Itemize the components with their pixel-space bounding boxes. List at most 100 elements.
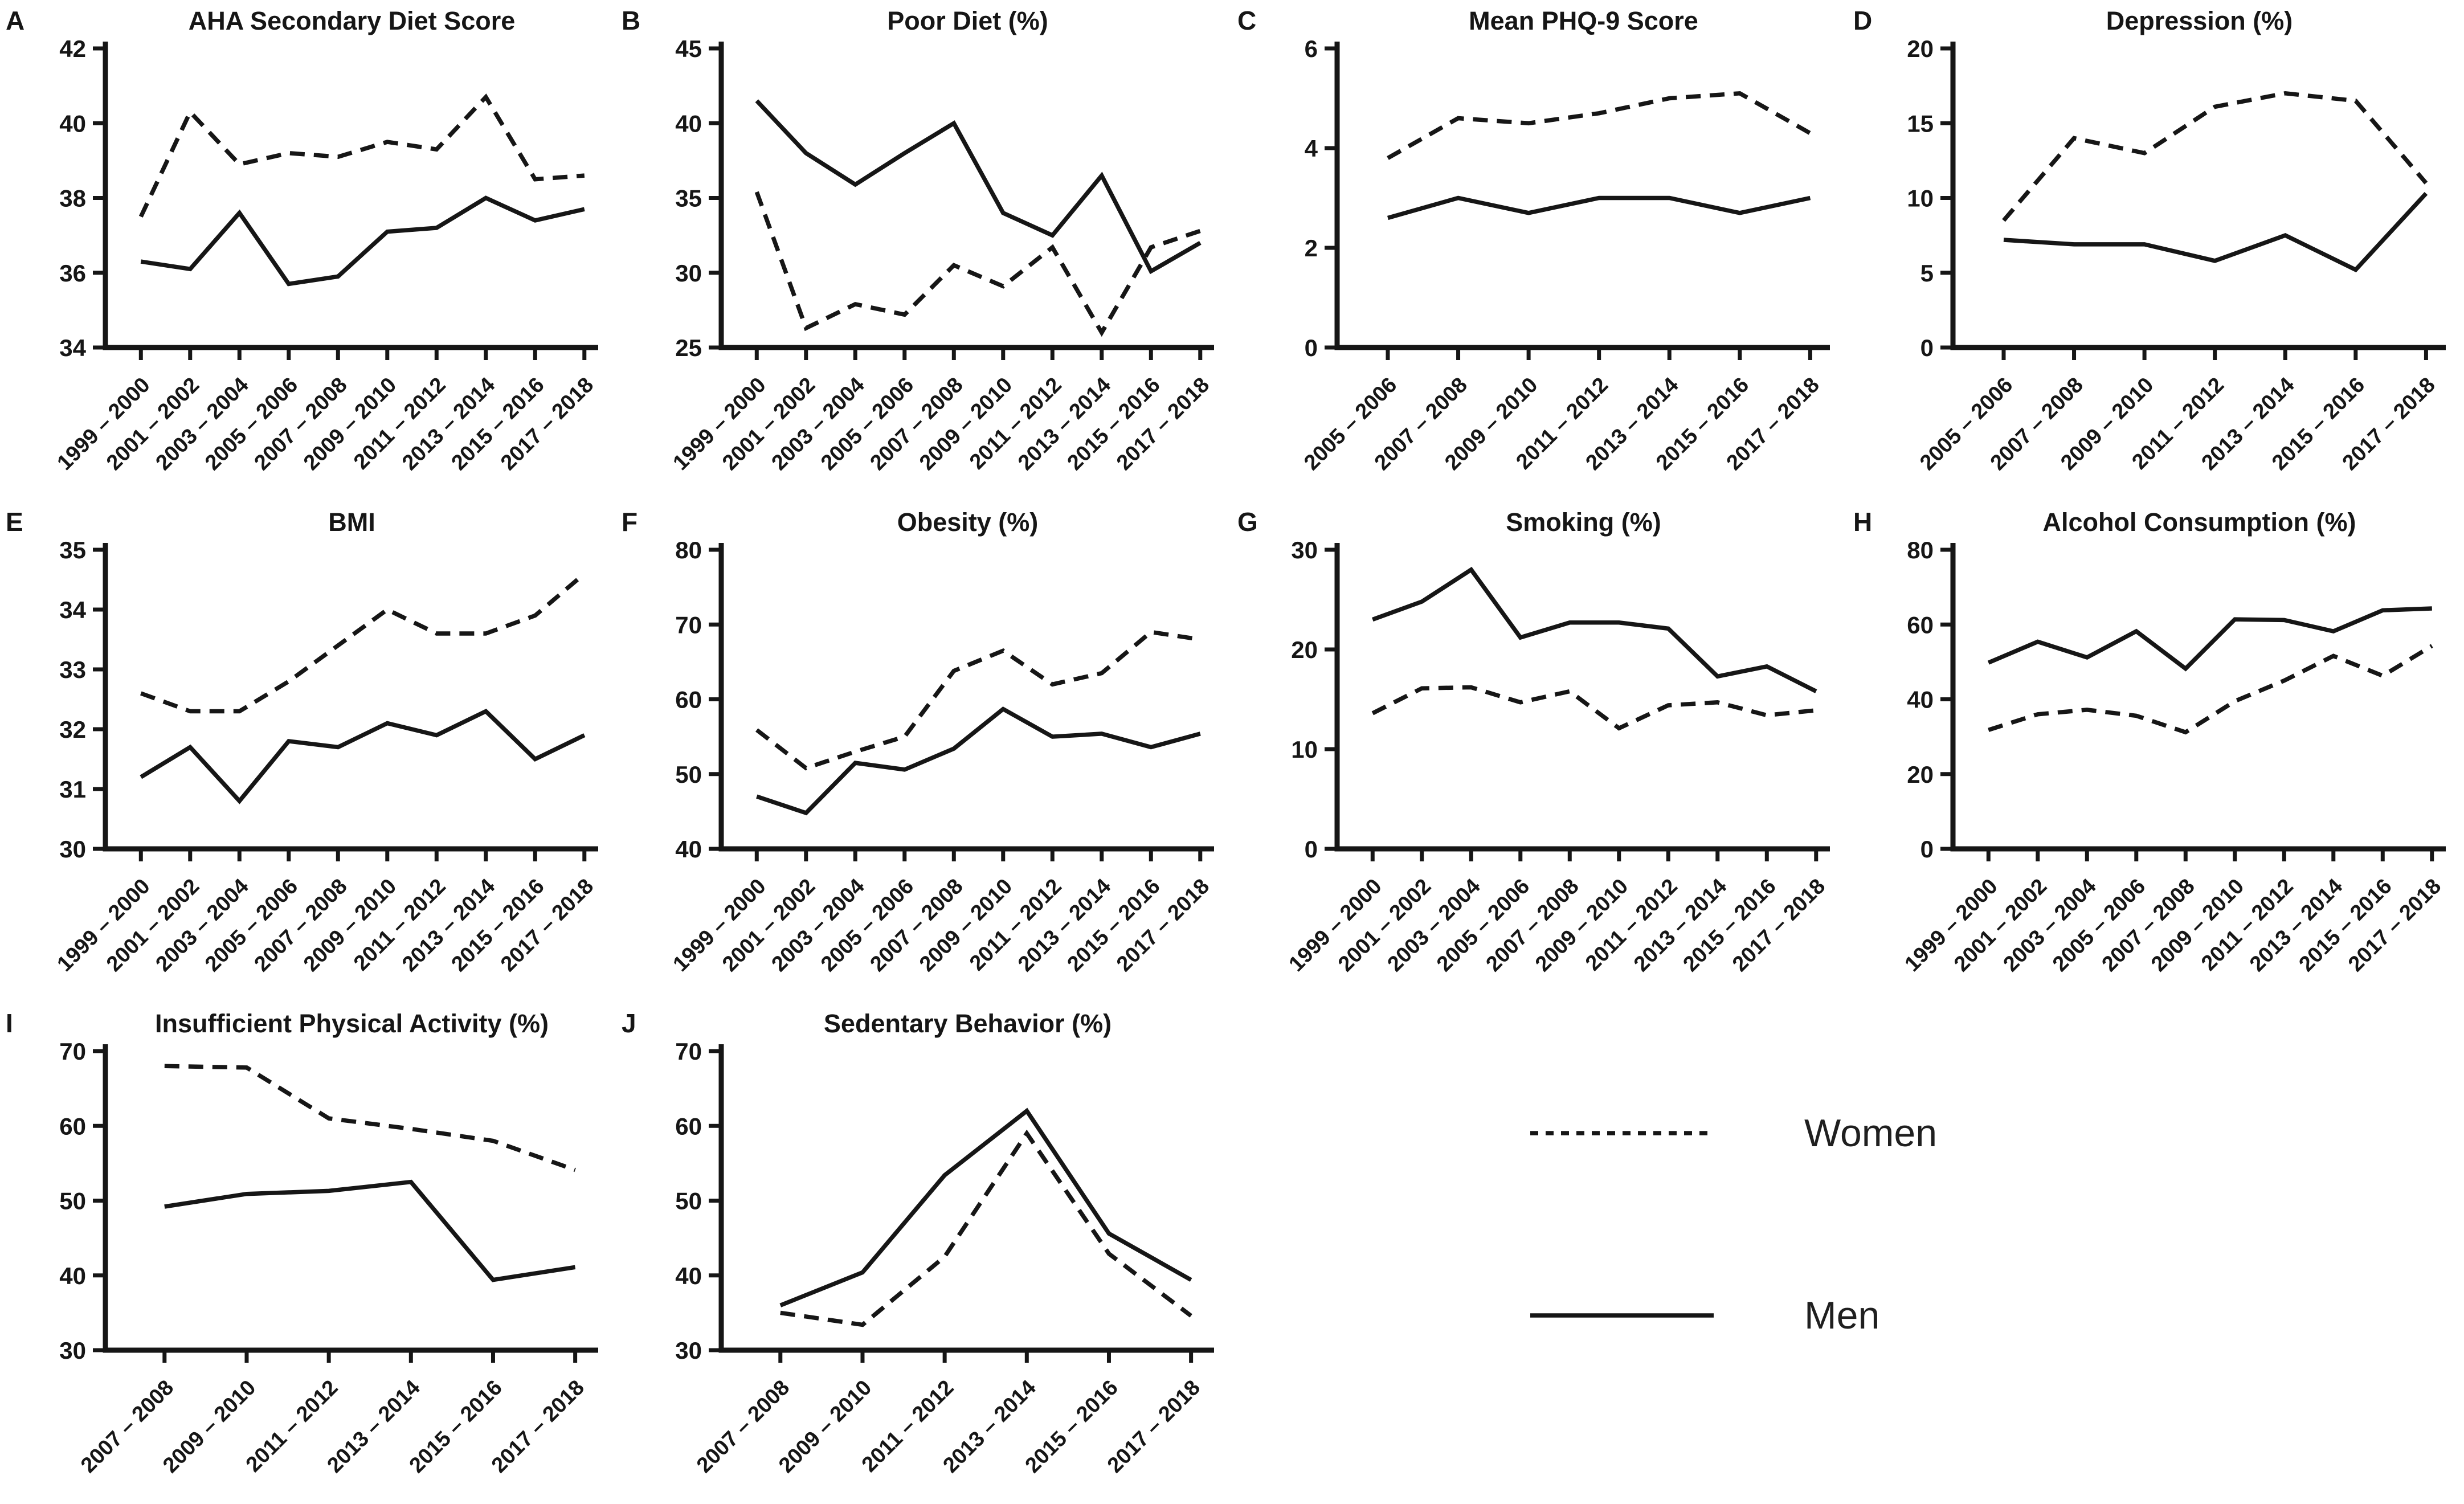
y-tick-label: 45: [675, 35, 702, 62]
figure-legend: Women Men: [1232, 1003, 2463, 1502]
panel-letter-F: F: [622, 507, 638, 537]
y-tick-label: 34: [59, 334, 86, 361]
y-tick-label: 32: [59, 716, 86, 743]
y-tick-label: 40: [59, 1262, 86, 1289]
panel-C: C Mean PHQ-9 Score 0 2 4 6 2005 – 2006 2007 – 2…: [1232, 0, 1848, 501]
legend-men-line-swatch: [1530, 1313, 1714, 1318]
series-women-line: [164, 1064, 576, 1172]
panel-letter-H: H: [1853, 507, 1872, 537]
series-women-line: [754, 191, 1201, 337]
y-tick-label: 0: [1305, 836, 1318, 863]
panel-letter-B: B: [622, 6, 640, 35]
y-tick-label: 80: [1907, 537, 1934, 563]
panel-A-chart: A AHA Secondary Diet Score34363840421999 …: [6, 6, 598, 475]
panel-I: I Insufficient Physical Activity (%) 30 40 5…: [0, 1003, 616, 1502]
series-women-line: [140, 572, 586, 714]
series-men-line: [140, 708, 586, 804]
panel-letter-A: A: [6, 6, 24, 35]
panel-F: F Obesity (%) 40 50 60 70 80 1999 – 2000 2001 – …: [616, 501, 1232, 1003]
series-men-line: [1387, 195, 1811, 220]
series-women-line: [1371, 685, 1817, 731]
panel-E-title: BMI: [328, 508, 375, 537]
panel-A: A AHA Secondary Diet Score 34 36 38 40 42 1999 …: [0, 0, 616, 501]
y-tick-label: 50: [675, 761, 702, 788]
panel-B-title: Poor Diet (%): [887, 6, 1048, 35]
y-tick-label: 31: [59, 776, 86, 803]
y-tick-label: 40: [59, 110, 86, 137]
series-men-line: [1987, 606, 2432, 672]
series-women-line: [2002, 91, 2428, 222]
y-tick-label: 33: [59, 656, 86, 683]
panel-A-title: AHA Secondary Diet Score: [189, 6, 516, 35]
y-tick-label: 50: [59, 1188, 86, 1215]
y-tick-label: 5: [1920, 260, 1934, 287]
series-men-line: [140, 195, 585, 287]
series-women-line: [1387, 91, 1812, 160]
y-tick-label: 10: [1907, 185, 1934, 212]
panel-E: E BMI 30 31 32 33 34 35 1999 – 2000 2001 – 2002 20…: [0, 501, 616, 1003]
y-tick-label: 34: [59, 596, 86, 623]
panel-letter-C: C: [1237, 6, 1256, 35]
panel-D-title: Depression (%): [2106, 6, 2293, 35]
y-tick-label: 30: [1291, 537, 1318, 563]
y-tick-label: 40: [675, 1262, 702, 1289]
y-tick-label: 60: [675, 1113, 702, 1139]
panel-J: J Sedentary Behavior (%) 30 40 50 60 70 2007 – …: [616, 1003, 1232, 1502]
legend-women-line-swatch: [1530, 1131, 1714, 1135]
y-tick-label: 30: [59, 836, 86, 863]
y-tick-label: 2: [1305, 235, 1318, 261]
series-men-line: [164, 1179, 576, 1282]
y-tick-label: 4: [1305, 135, 1318, 162]
panel-letter-J: J: [622, 1008, 636, 1038]
panel-H: H Alcohol Consumption (%) 0 20 40 60 80 1999 – …: [1848, 501, 2463, 1003]
y-tick-label: 30: [59, 1337, 86, 1364]
y-tick-label: 10: [1291, 736, 1318, 763]
series-women-line: [755, 630, 1201, 771]
panel-C-title: Mean PHQ-9 Score: [1469, 6, 1698, 35]
series-women-line: [780, 1129, 1192, 1327]
y-tick-label: 38: [59, 185, 86, 212]
panel-letter-G: G: [1237, 507, 1258, 537]
panel-G-title: Smoking (%): [1506, 508, 1661, 537]
y-tick-label: 0: [1305, 334, 1318, 361]
y-tick-label: 6: [1305, 35, 1318, 62]
panel-letter-D: D: [1853, 6, 1872, 35]
panel-letter-I: I: [6, 1008, 13, 1038]
y-tick-label: 80: [675, 537, 702, 563]
legend-entry-women: Women: [1528, 1111, 1937, 1155]
y-tick-label: 20: [1907, 761, 1934, 788]
y-tick-label: 20: [1291, 636, 1318, 663]
y-tick-label: 60: [59, 1113, 86, 1139]
y-tick-label: 0: [1920, 836, 1934, 863]
panel-G: G Smoking (%) 0 10 20 30 1999 – 2000 2001 – 200…: [1232, 501, 1848, 1003]
y-tick-label: 70: [675, 1038, 702, 1065]
legend-label-women: Women: [1804, 1111, 1938, 1155]
series-men-line: [779, 1107, 1192, 1307]
panel-B: B Poor Diet (%) 25 30 35 40 45 1999 – 2000 2001 …: [616, 0, 1232, 501]
y-tick-label: 25: [675, 334, 702, 361]
y-tick-label: 70: [59, 1038, 86, 1065]
series-women-line: [138, 93, 585, 218]
series-men-line: [2003, 192, 2428, 273]
series-women-line: [1988, 644, 2433, 735]
y-tick-label: 50: [675, 1188, 702, 1215]
legend-entry-men: Men: [1528, 1293, 1879, 1338]
panel-letter-E: E: [6, 507, 23, 537]
y-tick-label: 35: [675, 185, 702, 212]
y-tick-label: 40: [1907, 686, 1934, 713]
y-tick-label: 20: [1907, 35, 1934, 62]
panel-J-title: Sedentary Behavior (%): [824, 1009, 1112, 1038]
y-tick-label: 36: [59, 260, 86, 287]
y-tick-label: 15: [1907, 110, 1934, 137]
y-tick-label: 30: [675, 260, 702, 287]
y-tick-label: 60: [675, 686, 702, 713]
series-men-line: [1372, 566, 1817, 693]
panel-D: D Depression (%) 0 5 10 15 20 2005 – 2006 2007 –…: [1848, 0, 2463, 501]
